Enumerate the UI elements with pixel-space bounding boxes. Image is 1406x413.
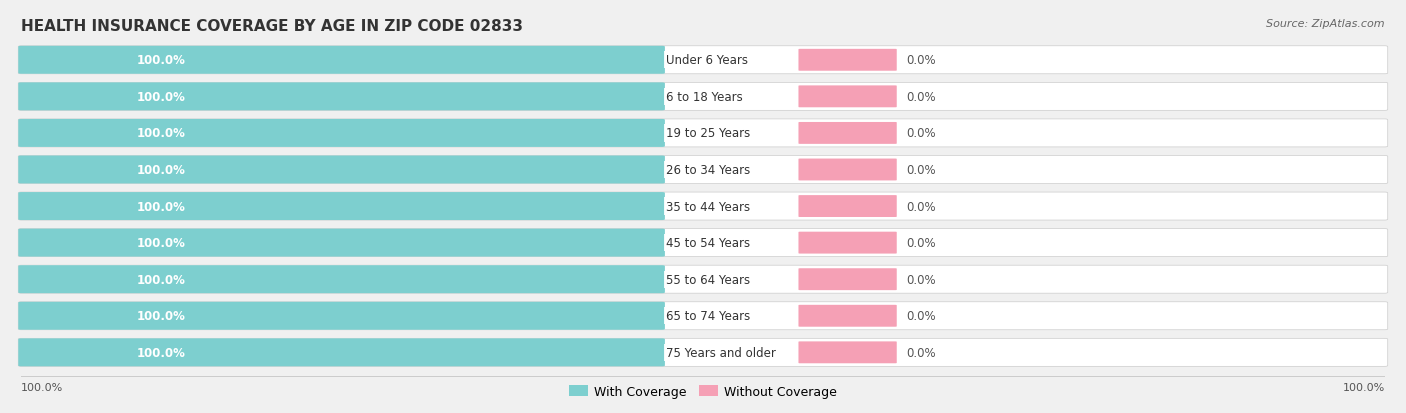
Text: 0.0%: 0.0% [907,127,936,140]
FancyBboxPatch shape [18,229,665,257]
Text: 0.0%: 0.0% [907,54,936,67]
FancyBboxPatch shape [799,86,897,108]
Text: 55 to 64 Years: 55 to 64 Years [666,273,751,286]
Text: 100.0%: 100.0% [21,382,63,392]
FancyBboxPatch shape [18,83,665,111]
Text: 0.0%: 0.0% [907,346,936,359]
FancyBboxPatch shape [18,339,665,366]
Text: HEALTH INSURANCE COVERAGE BY AGE IN ZIP CODE 02833: HEALTH INSURANCE COVERAGE BY AGE IN ZIP … [21,19,523,33]
FancyBboxPatch shape [799,50,897,71]
FancyBboxPatch shape [18,229,1388,257]
FancyBboxPatch shape [18,266,665,294]
FancyBboxPatch shape [18,339,1388,366]
Text: 100.0%: 100.0% [136,90,186,104]
FancyBboxPatch shape [18,120,665,147]
Text: 100.0%: 100.0% [1343,382,1385,392]
FancyBboxPatch shape [799,305,897,327]
FancyBboxPatch shape [18,302,665,330]
Text: 75 Years and older: 75 Years and older [666,346,776,359]
FancyBboxPatch shape [21,376,1385,377]
FancyBboxPatch shape [18,83,1388,111]
FancyBboxPatch shape [799,123,897,145]
Text: Source: ZipAtlas.com: Source: ZipAtlas.com [1267,19,1385,28]
Text: 35 to 44 Years: 35 to 44 Years [666,200,751,213]
FancyBboxPatch shape [18,120,1388,147]
FancyBboxPatch shape [18,47,1388,75]
Text: 100.0%: 100.0% [136,164,186,177]
Text: 19 to 25 Years: 19 to 25 Years [666,127,751,140]
FancyBboxPatch shape [799,232,897,254]
Text: 0.0%: 0.0% [907,200,936,213]
Text: 100.0%: 100.0% [136,200,186,213]
Text: 0.0%: 0.0% [907,90,936,104]
FancyBboxPatch shape [799,159,897,181]
FancyBboxPatch shape [18,47,665,75]
FancyBboxPatch shape [799,268,897,290]
Text: 100.0%: 100.0% [136,54,186,67]
Text: 100.0%: 100.0% [136,273,186,286]
Text: 6 to 18 Years: 6 to 18 Years [666,90,742,104]
Text: 0.0%: 0.0% [907,164,936,177]
FancyBboxPatch shape [18,192,1388,221]
Text: 0.0%: 0.0% [907,309,936,323]
Text: 45 to 54 Years: 45 to 54 Years [666,237,751,249]
Text: 26 to 34 Years: 26 to 34 Years [666,164,751,177]
Text: 100.0%: 100.0% [136,237,186,249]
FancyBboxPatch shape [799,196,897,218]
Text: 100.0%: 100.0% [136,309,186,323]
Text: 100.0%: 100.0% [136,127,186,140]
FancyBboxPatch shape [799,342,897,363]
Text: 0.0%: 0.0% [907,237,936,249]
FancyBboxPatch shape [18,156,665,184]
FancyBboxPatch shape [18,156,1388,184]
Text: 0.0%: 0.0% [907,273,936,286]
Legend: With Coverage, Without Coverage: With Coverage, Without Coverage [564,380,842,403]
Text: Under 6 Years: Under 6 Years [666,54,748,67]
FancyBboxPatch shape [18,302,1388,330]
FancyBboxPatch shape [18,266,1388,294]
Text: 100.0%: 100.0% [136,346,186,359]
Text: 65 to 74 Years: 65 to 74 Years [666,309,751,323]
FancyBboxPatch shape [18,192,665,221]
